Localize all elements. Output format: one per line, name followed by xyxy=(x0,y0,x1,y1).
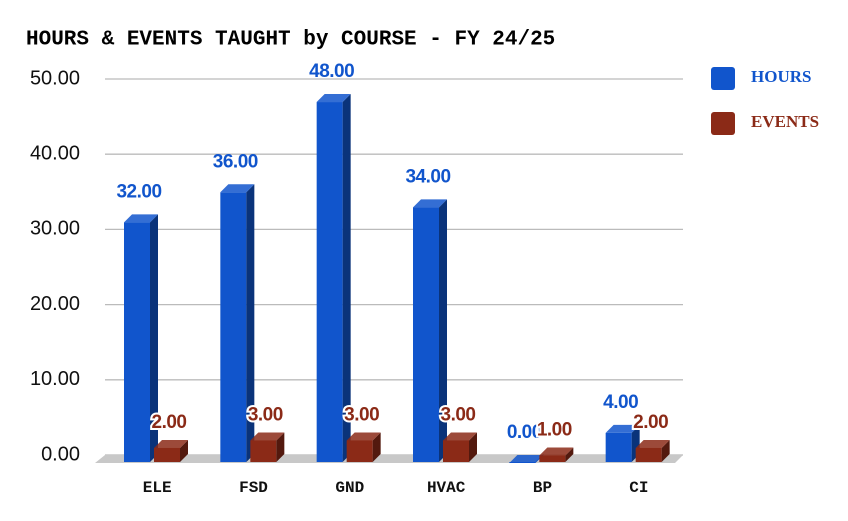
value-label: 3.00 xyxy=(344,404,379,425)
bar-side xyxy=(276,432,285,462)
x-tick-label: HVAC xyxy=(427,479,466,497)
bar-top xyxy=(154,439,188,448)
bar-top xyxy=(220,184,255,193)
legend-label: EVENTS xyxy=(751,112,819,131)
bar-front xyxy=(346,440,373,462)
value-label: 34.00 xyxy=(405,166,450,187)
bar-side xyxy=(372,432,381,462)
chart-title: HOURS & EVENTS TAUGHT by COURSE - FY 24/… xyxy=(26,29,555,52)
bar xyxy=(443,432,477,462)
bar-top xyxy=(316,94,351,103)
bar xyxy=(316,94,351,462)
value-label: 32.00 xyxy=(116,181,161,202)
bar xyxy=(605,424,640,462)
bar xyxy=(346,432,381,462)
value-label: 48.00 xyxy=(309,61,354,82)
bar xyxy=(635,439,670,462)
bar-front xyxy=(605,432,632,462)
bar xyxy=(220,184,255,462)
bar-top xyxy=(605,424,640,433)
x-tick-label: CI xyxy=(629,479,648,497)
bar-front xyxy=(124,222,150,462)
y-tick-label: 40.00 xyxy=(30,142,80,164)
bar-side xyxy=(180,439,188,462)
legend-swatch xyxy=(711,67,735,90)
bar-top xyxy=(443,432,477,441)
bar xyxy=(124,214,158,462)
y-tick-label: 30.00 xyxy=(30,218,80,240)
y-tick-label: 20.00 xyxy=(30,293,80,315)
bar-side xyxy=(661,439,670,462)
value-label: 36.00 xyxy=(213,151,258,172)
bar-top xyxy=(124,214,158,223)
bar xyxy=(413,199,447,462)
value-label: 3.00 xyxy=(441,404,476,425)
bar-side xyxy=(150,214,158,462)
bar-top xyxy=(346,432,381,441)
value-label: 1.00 xyxy=(537,419,572,440)
legend-label: HOURS xyxy=(751,67,811,86)
bar xyxy=(539,447,574,462)
x-tick-label: FSD xyxy=(239,479,268,497)
bar-side xyxy=(342,94,351,462)
bar-front xyxy=(635,447,662,462)
y-tick-label: 0.00 xyxy=(41,443,80,465)
value-label: 2.00 xyxy=(152,412,187,433)
bar-front xyxy=(154,447,180,462)
bar-top xyxy=(250,432,285,441)
y-tick-label: 50.00 xyxy=(30,67,80,89)
value-label: 3.00 xyxy=(248,404,283,425)
bar-side xyxy=(469,432,477,462)
bar xyxy=(154,439,188,462)
bar-front xyxy=(413,207,439,462)
x-tick-label: BP xyxy=(533,479,552,497)
bar-front xyxy=(220,192,247,462)
bar xyxy=(250,432,285,462)
bar-side xyxy=(246,184,255,462)
bar-top xyxy=(539,447,574,456)
bar-front xyxy=(443,440,469,462)
value-label: 2.00 xyxy=(633,412,668,433)
x-tick-label: ELE xyxy=(143,479,172,497)
bar-front xyxy=(250,440,277,462)
bar-top xyxy=(509,455,544,463)
value-label: 0.00 xyxy=(507,422,542,443)
x-tick-label: GND xyxy=(335,479,364,497)
bar-side xyxy=(439,199,447,462)
bar-side xyxy=(565,447,574,462)
bar-front xyxy=(316,102,343,462)
bar-top xyxy=(635,439,670,448)
legend-swatch xyxy=(711,112,735,135)
value-label: 4.00 xyxy=(603,392,638,413)
bar-top xyxy=(413,199,447,208)
bar-front xyxy=(539,455,566,462)
y-tick-label: 10.00 xyxy=(30,368,80,390)
